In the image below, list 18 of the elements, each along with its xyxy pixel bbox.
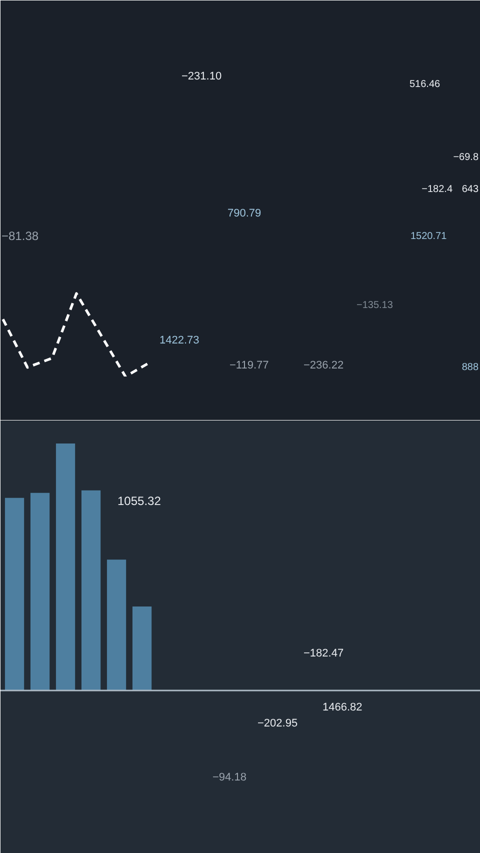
annotation: 1055.32 xyxy=(118,494,162,508)
text: −119.77 xyxy=(230,360,269,372)
text: 516.46 xyxy=(410,79,441,90)
text: −69.8 xyxy=(453,152,479,163)
text: 1520.71 xyxy=(410,231,448,242)
text: −231.10 xyxy=(182,70,222,82)
text: 643 xyxy=(462,184,479,195)
text: −236.22 xyxy=(304,360,344,372)
text: −81.38 xyxy=(2,229,39,243)
text: 1466.82 xyxy=(322,702,362,714)
annotation: 1422.73 xyxy=(160,334,200,346)
text: −182.4 xyxy=(422,184,453,195)
text: −202.95 xyxy=(258,718,298,730)
text: −94.18 xyxy=(212,772,246,784)
text: −182.47 xyxy=(304,648,344,660)
text: 888 xyxy=(462,362,479,373)
text: 790.79 xyxy=(228,208,262,220)
text: −135.13 xyxy=(356,300,394,311)
